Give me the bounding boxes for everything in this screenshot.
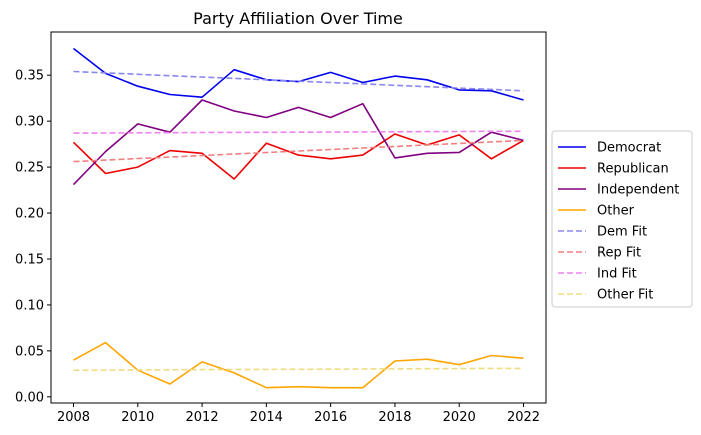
series-line-republican	[72, 133, 524, 180]
x-tick-label: 2016	[314, 410, 347, 425]
legend-box	[551, 130, 693, 308]
series-line-other-fit	[73, 367, 524, 372]
series-line-independent	[72, 99, 524, 186]
legend-label-rep-fit: Rep Fit	[597, 246, 641, 261]
plot-frame	[50, 31, 547, 404]
plot-area: 2008 2010 2012 2014 2016 2018 2020 2022 0.00 0.05…	[15, 31, 547, 425]
x-tick-label: 2014	[250, 410, 283, 425]
series-line-ind-fit	[73, 130, 524, 134]
y-tick-label: 0.35	[15, 69, 44, 84]
series-line-dem-fit	[73, 70, 524, 92]
y-tick-label: 0.25	[15, 161, 44, 176]
legend-label-other: Other	[597, 204, 635, 219]
x-tick-label: 2012	[186, 410, 219, 425]
y-tick-label: 0.30	[15, 115, 44, 130]
x-tick-label: 2018	[378, 410, 411, 425]
legend-label-dem-fit: Dem Fit	[597, 225, 647, 240]
y-tick-label: 0.10	[15, 298, 44, 313]
legend-label-other-fit: Other Fit	[597, 288, 653, 303]
legend-label-independent: Independent	[597, 183, 679, 198]
x-tick-label: 2008	[57, 410, 90, 425]
series-line-other	[73, 341, 524, 389]
y-tick-label: 0.00	[15, 390, 44, 405]
legend-label-republican: Republican	[597, 162, 669, 177]
legend-label-democrat: Democrat	[597, 141, 661, 156]
x-tick-label: 2010	[121, 410, 154, 425]
x-tick-label: 2022	[507, 410, 540, 425]
legend-label-ind-fit: Ind Fit	[597, 267, 637, 282]
legend: Democrat Republican Independent Other Dem Fi…	[551, 130, 693, 308]
y-tick-label: 0.15	[15, 252, 44, 267]
y-tick-label: 0.05	[15, 344, 44, 359]
chart-title: Party Affiliation Over Time	[193, 9, 403, 28]
x-tick-label: 2020	[443, 410, 476, 425]
y-tick-label: 0.20	[15, 207, 44, 222]
series-line-rep-fit	[73, 139, 524, 163]
